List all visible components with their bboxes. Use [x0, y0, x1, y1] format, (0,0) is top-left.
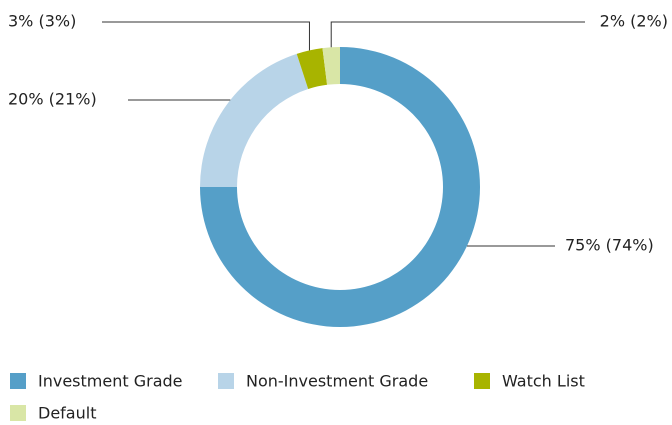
leader-line [330, 21, 585, 48]
legend-swatch [218, 373, 234, 389]
data-label: 3% (3%) [8, 12, 76, 31]
legend-swatch [10, 373, 26, 389]
donut-slice [322, 47, 340, 85]
legend-swatch [10, 405, 26, 421]
legend-label: Default [38, 404, 96, 423]
leader-line [102, 21, 310, 51]
donut-slice [296, 48, 328, 90]
legend-label: Watch List [502, 372, 585, 391]
data-label: 75% (74%) [565, 236, 654, 255]
data-label: 2% (2%) [600, 12, 668, 31]
legend-label: Investment Grade [38, 372, 183, 391]
legend-label: Non-Investment Grade [246, 372, 428, 391]
donut-slice [200, 53, 309, 188]
data-label: 20% (21%) [8, 90, 97, 109]
legend-swatch [474, 373, 490, 389]
